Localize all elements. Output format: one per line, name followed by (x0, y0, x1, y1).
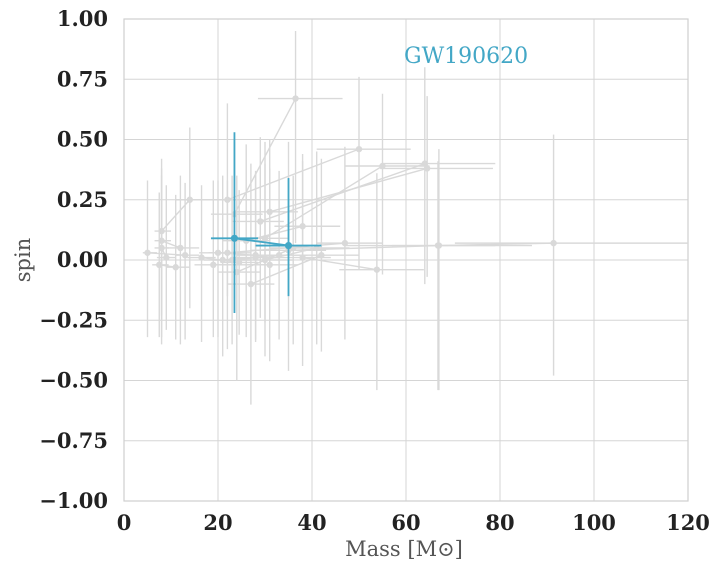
x-tick-label: 40 (297, 510, 326, 535)
background-event (142, 180, 200, 340)
component-connector-line (264, 165, 383, 239)
y-tick-label: −0.50 (39, 368, 108, 393)
x-tick-label: 20 (203, 510, 232, 535)
x-tick-label: 0 (117, 510, 132, 535)
y-tick-label: 0.00 (57, 247, 108, 272)
background-events-layer (142, 31, 688, 405)
data-point (266, 261, 273, 269)
y-tick-label: −0.25 (39, 307, 108, 332)
data-point (355, 145, 363, 153)
x-tick-label: 100 (572, 510, 616, 535)
background-event (236, 96, 493, 297)
plot-frame (123, 18, 689, 502)
data-point (299, 223, 306, 230)
data-point (550, 239, 557, 247)
data-point (235, 259, 243, 266)
data-point (156, 261, 163, 269)
component-connector-line (260, 162, 426, 223)
background-event (222, 144, 341, 338)
component-connector-line (236, 247, 294, 273)
background-event (236, 93, 430, 323)
component-connector-line (234, 237, 289, 247)
x-tick-label: 80 (485, 510, 514, 535)
background-event (152, 192, 190, 340)
data-point (181, 251, 189, 259)
data-point (198, 254, 205, 261)
y-tick-label: 0.25 (57, 187, 108, 212)
component-connector-line (288, 244, 439, 252)
data-point (210, 261, 217, 269)
background-event (154, 175, 176, 345)
data-point (177, 244, 184, 252)
component-connector-line (161, 240, 181, 249)
data-point (435, 242, 443, 249)
component-connector-line (302, 256, 377, 271)
data-point (144, 249, 151, 256)
y-tick-label: 1.00 (57, 6, 108, 31)
data-point (214, 249, 222, 256)
y-tick-label: 0.75 (57, 66, 108, 91)
data-point (423, 165, 431, 172)
background-event (227, 158, 359, 405)
component-connector-line (250, 254, 322, 285)
data-point (230, 234, 239, 242)
background-event (232, 67, 496, 318)
data-point (172, 264, 179, 271)
data-point (186, 196, 193, 203)
component-connector-line (269, 167, 428, 213)
background-event (187, 185, 258, 342)
data-point (163, 254, 170, 261)
tick-label-layer: 0 20 40 60 80 100 120 −1.00 −0.75 −0.50 −0.25 0.00 0… (39, 6, 710, 535)
event-annotation: GW190620 (404, 44, 528, 69)
data-point (284, 241, 293, 250)
y-tick-label: −0.75 (39, 428, 108, 453)
x-tick-label: 120 (666, 510, 710, 535)
background-event (250, 141, 496, 391)
data-point (318, 251, 325, 259)
data-point (292, 95, 299, 102)
data-point (257, 218, 264, 225)
data-point (373, 266, 381, 273)
highlight-event-layer (210, 132, 322, 314)
data-point (421, 160, 428, 167)
y-axis-label: spin (11, 238, 35, 282)
y-tick-label: −1.00 (39, 488, 108, 513)
data-point (252, 254, 259, 261)
x-axis-label: Mass [M⊙] (345, 537, 463, 561)
data-point (247, 280, 255, 288)
data-point (341, 239, 349, 247)
data-point (379, 162, 386, 170)
background-event (154, 127, 214, 316)
background-event (343, 134, 688, 391)
y-tick-label: 0.50 (57, 127, 108, 152)
component-connector-line (227, 148, 360, 201)
x-tick-label: 60 (391, 510, 420, 535)
data-point (158, 244, 165, 252)
highlight-event (210, 132, 322, 314)
component-connector-line (201, 256, 240, 264)
